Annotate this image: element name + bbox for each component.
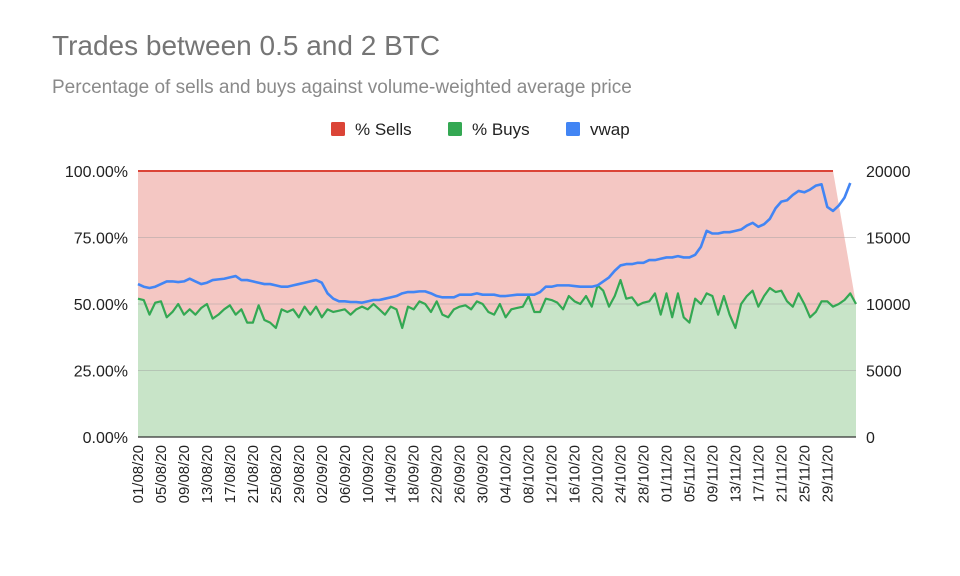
y-right-tick-label: 20000 <box>866 164 911 181</box>
chart-subtitle: Percentage of sells and buys against vol… <box>52 77 632 98</box>
vwap-line <box>137 182 852 304</box>
x-tick-label: 26/09/20 <box>452 445 469 503</box>
legend-label-buys: % Buys <box>472 120 530 139</box>
x-tick-label: 01/08/20 <box>130 445 147 503</box>
x-tick-label: 09/08/20 <box>176 445 193 503</box>
gridlines <box>138 237 856 371</box>
x-tick-label: 05/11/20 <box>681 445 698 502</box>
areas-layer <box>138 171 856 437</box>
y-left-tick-label: 50.00% <box>74 297 128 314</box>
x-tick-label: 29/11/20 <box>819 445 836 502</box>
x-tick-label: 04/10/20 <box>498 445 515 503</box>
buys-line <box>137 278 857 330</box>
x-tick-label: 20/10/20 <box>590 445 607 503</box>
x-tick-label: 28/10/20 <box>635 445 652 503</box>
x-tick-label: 29/08/20 <box>291 445 308 503</box>
x-tick-label: 18/09/20 <box>406 445 423 503</box>
x-tick-label: 12/10/20 <box>544 445 561 503</box>
x-tick-label: 14/09/20 <box>383 445 400 503</box>
x-tick-label: 13/11/20 <box>727 445 744 502</box>
x-tick-label: 22/09/20 <box>429 445 446 503</box>
x-tick-label: 16/10/20 <box>567 445 584 503</box>
y-left-tick-label: 100.00% <box>65 164 128 181</box>
sells-area <box>138 171 856 328</box>
y-left-tick-label: 25.00% <box>74 364 128 381</box>
x-tick-label: 08/10/20 <box>521 445 538 503</box>
x-tick-label: 13/08/20 <box>199 445 216 503</box>
x-tick-label: 24/10/20 <box>613 445 630 503</box>
x-tick-label: 06/09/20 <box>337 445 354 503</box>
legend-swatch-sells <box>331 122 345 136</box>
axes: 0.00% 25.00% 50.00% 75.00% 100.00% 0 5000 10000… <box>65 164 911 503</box>
chart-title: Trades between 0.5 and 2 BTC <box>52 30 441 61</box>
x-tick-label: 30/09/20 <box>475 445 492 503</box>
y-left-tick-label: 0.00% <box>83 430 128 447</box>
x-tick-label: 01/11/20 <box>658 445 675 502</box>
y-right-tick-label: 0 <box>866 430 875 447</box>
y-left-tick-label: 75.00% <box>74 231 128 248</box>
x-tick-label: 09/11/20 <box>704 445 721 502</box>
legend: % Sells % Buys vwap <box>331 120 630 139</box>
legend-label-vwap: vwap <box>590 120 630 139</box>
buys-area <box>138 280 856 437</box>
x-tick-label: 21/11/20 <box>773 445 790 502</box>
y-right-tick-label: 10000 <box>866 297 911 314</box>
legend-label-sells: % Sells <box>355 120 412 139</box>
y-right-tick-label: 5000 <box>866 364 902 381</box>
x-tick-label: 02/09/20 <box>314 445 331 503</box>
x-tick-label: 25/11/20 <box>796 445 813 502</box>
y-right-tick-label: 15000 <box>866 231 911 248</box>
x-tick-label: 10/09/20 <box>360 445 377 503</box>
x-tick-label: 17/11/20 <box>750 445 767 502</box>
legend-swatch-buys <box>448 122 462 136</box>
x-tick-label: 17/08/20 <box>222 445 239 503</box>
legend-swatch-vwap <box>566 122 580 136</box>
x-tick-label: 25/08/20 <box>268 445 285 503</box>
series-lines-layer <box>137 170 857 330</box>
x-tick-label: 05/08/20 <box>153 445 170 503</box>
x-tick-label: 21/08/20 <box>245 445 262 503</box>
